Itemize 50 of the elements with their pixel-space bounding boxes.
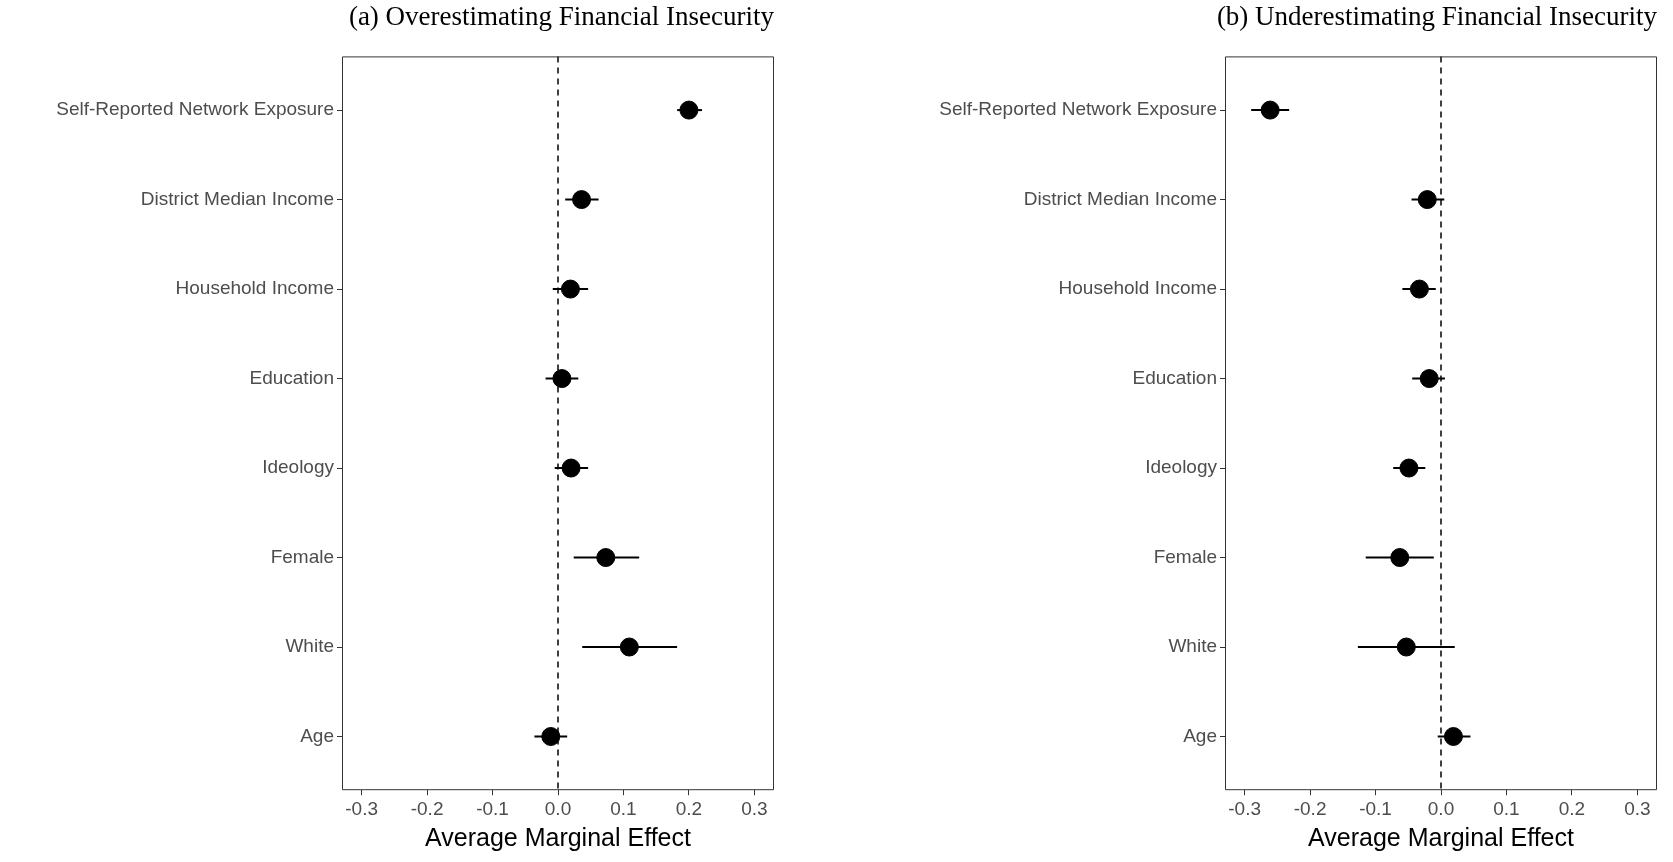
point — [1390, 548, 1410, 568]
x-tick-label: -0.2 — [410, 797, 444, 819]
x-axis-title: Average Marginal Effect — [1308, 822, 1574, 851]
point — [1417, 190, 1437, 210]
point — [1443, 727, 1463, 747]
y-tick-label: White — [285, 635, 334, 657]
y-tick-label: Female — [1153, 545, 1217, 567]
y-tick-label: Age — [300, 724, 334, 746]
y-tick-label: Education — [249, 366, 334, 388]
y-tick-label: Female — [270, 545, 334, 567]
point — [561, 458, 581, 478]
point — [1419, 369, 1439, 389]
point — [1260, 100, 1280, 120]
x-tick-label: -0.3 — [1228, 797, 1262, 819]
x-tick-label: 0.3 — [1624, 797, 1651, 819]
x-tick-label: 0.0 — [544, 797, 572, 819]
y-tick-label: Self-Reported Network Exposure — [56, 98, 334, 120]
x-tick-label: 0.0 — [1427, 797, 1455, 819]
x-tick-label: -0.1 — [1359, 797, 1392, 819]
x-axis-title: Average Marginal Effect — [425, 822, 691, 851]
x-tick-label: 0.3 — [741, 797, 768, 819]
x-tick-label: 0.2 — [675, 797, 703, 819]
y-tick-label: Household Income — [1058, 277, 1217, 299]
point — [1409, 279, 1429, 299]
y-tick-label: Ideology — [262, 456, 335, 478]
chart-title: (a) Overestimating Financial Insecurity — [348, 1, 775, 32]
point — [541, 727, 561, 747]
point — [552, 369, 572, 389]
y-tick-label: Education — [1132, 366, 1217, 388]
y-tick-label: District Median Income — [1023, 187, 1217, 209]
x-tick-label: -0.1 — [476, 797, 509, 819]
y-tick-label: White — [1168, 635, 1217, 657]
y-tick-label: Age — [1183, 724, 1217, 746]
point — [679, 100, 699, 120]
x-tick-label: -0.2 — [1293, 797, 1327, 819]
y-tick-label: District Median Income — [140, 187, 334, 209]
x-tick-label: 0.2 — [1558, 797, 1586, 819]
x-tick-label: -0.3 — [345, 797, 379, 819]
y-tick-label: Household Income — [175, 277, 334, 299]
point — [572, 190, 592, 210]
point — [596, 548, 616, 568]
point — [619, 637, 639, 657]
x-tick-label: 0.1 — [610, 797, 637, 819]
x-tick-label: 0.1 — [1493, 797, 1520, 819]
point — [1396, 637, 1416, 657]
point — [1399, 458, 1419, 478]
y-tick-label: Self-Reported Network Exposure — [939, 98, 1217, 120]
chart-title: (b) Underestimating Financial Insecurity — [1216, 1, 1658, 32]
y-tick-label: Ideology — [1145, 456, 1218, 478]
point — [560, 279, 580, 299]
